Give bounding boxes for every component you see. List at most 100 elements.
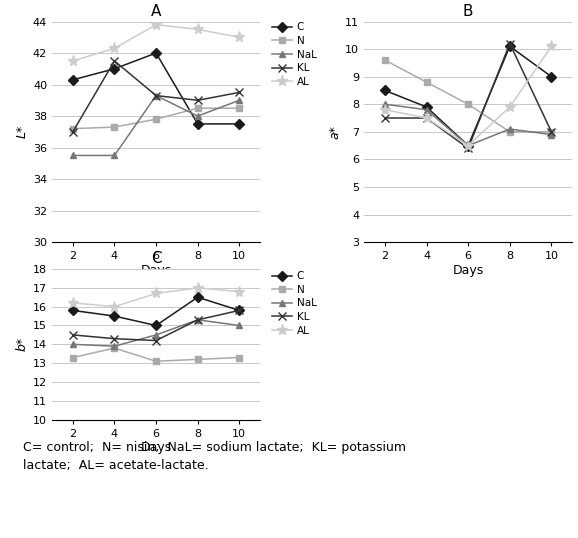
N (153, 116, 160, 123)
Title: A: A (151, 4, 161, 19)
C (423, 104, 430, 110)
N (465, 101, 472, 108)
N (111, 124, 118, 130)
NaL (423, 107, 430, 113)
C (548, 73, 555, 80)
C (194, 121, 201, 127)
AL (506, 104, 513, 110)
N (111, 345, 118, 351)
KL (465, 145, 472, 152)
AL (111, 303, 118, 310)
Line: NaL: NaL (381, 101, 555, 149)
AL (236, 34, 243, 40)
NaL (548, 131, 555, 138)
KL (153, 337, 160, 344)
NaL (236, 322, 243, 329)
KL (381, 115, 388, 121)
Line: N: N (69, 105, 243, 132)
N (153, 358, 160, 365)
N (69, 125, 76, 132)
Line: NaL: NaL (69, 316, 243, 350)
N (69, 354, 76, 360)
Line: N: N (381, 56, 555, 135)
X-axis label: Days: Days (140, 442, 172, 455)
KL (194, 97, 201, 103)
AL (111, 45, 118, 52)
KL (194, 316, 201, 323)
Line: N: N (69, 345, 243, 365)
Line: NaL: NaL (69, 92, 243, 159)
C (194, 294, 201, 300)
C (153, 50, 160, 56)
Title: B: B (463, 4, 473, 19)
KL (506, 40, 513, 47)
NaL (69, 341, 76, 348)
Line: AL: AL (67, 282, 245, 312)
AL (236, 288, 243, 295)
NaL (194, 316, 201, 323)
N (548, 129, 555, 135)
Line: AL: AL (67, 19, 245, 67)
C (153, 322, 160, 329)
AL (194, 285, 201, 291)
C (111, 313, 118, 320)
KL (548, 129, 555, 135)
N (236, 354, 243, 360)
C (69, 76, 76, 83)
Line: KL: KL (381, 39, 555, 152)
NaL (111, 343, 118, 350)
C (381, 87, 388, 94)
Text: C= control;  N= nisin;  NaL= sodium lactate;  KL= potassium
lactate;  AL= acetat: C= control; N= nisin; NaL= sodium lactat… (23, 441, 406, 472)
N (236, 105, 243, 111)
C (69, 307, 76, 314)
Y-axis label: a*: a* (328, 125, 341, 139)
KL (236, 89, 243, 96)
KL (236, 307, 243, 314)
AL (423, 115, 430, 121)
Line: AL: AL (379, 41, 557, 151)
NaL (506, 126, 513, 132)
AL (548, 43, 555, 49)
C (236, 121, 243, 127)
C (236, 307, 243, 314)
N (423, 79, 430, 86)
NaL (194, 113, 201, 119)
NaL (153, 93, 160, 99)
NaL (236, 97, 243, 103)
AL (465, 143, 472, 149)
NaL (381, 101, 388, 108)
AL (153, 291, 160, 297)
AL (153, 22, 160, 28)
Legend: C, N, NaL, KL, AL: C, N, NaL, KL, AL (272, 22, 316, 87)
Line: KL: KL (69, 306, 243, 345)
KL (111, 58, 118, 64)
X-axis label: Days: Days (140, 264, 172, 277)
KL (69, 331, 76, 338)
NaL (111, 152, 118, 159)
KL (69, 129, 76, 135)
Line: C: C (69, 294, 243, 329)
N (381, 57, 388, 63)
Line: C: C (69, 49, 243, 128)
KL (153, 93, 160, 99)
KL (111, 336, 118, 342)
C (111, 66, 118, 72)
KL (423, 115, 430, 121)
Line: C: C (381, 43, 555, 149)
AL (194, 26, 201, 33)
AL (69, 300, 76, 306)
N (506, 129, 513, 135)
N (194, 356, 201, 363)
Title: C: C (151, 251, 161, 266)
NaL (69, 152, 76, 159)
AL (69, 58, 76, 64)
Legend: C, N, NaL, KL, AL: C, N, NaL, KL, AL (272, 271, 316, 336)
NaL (153, 331, 160, 338)
Y-axis label: b*: b* (16, 337, 29, 351)
Y-axis label: L*: L* (16, 125, 29, 138)
C (465, 143, 472, 149)
X-axis label: Days: Days (453, 264, 484, 277)
AL (381, 107, 388, 113)
C (506, 43, 513, 49)
NaL (465, 143, 472, 149)
